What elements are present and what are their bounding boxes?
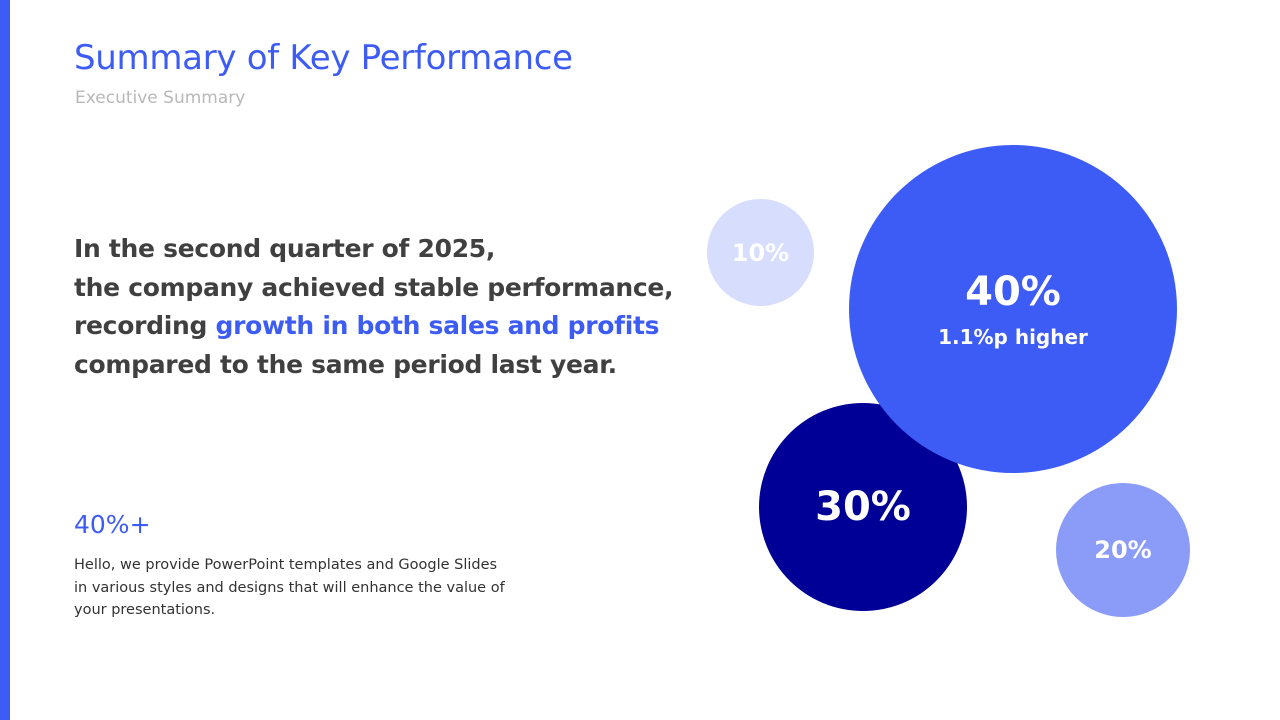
headline-line-2: the company achieved stable performance,	[74, 272, 674, 302]
bubble-40: 40% 1.1%p higher	[849, 145, 1177, 473]
stat-value: 40%+	[74, 510, 151, 539]
headline-highlight: growth in both sales and profits	[215, 311, 660, 340]
headline-text: In the second quarter of 2025, the compa…	[74, 230, 674, 384]
accent-bar	[0, 0, 10, 720]
slide-subtitle: Executive Summary	[75, 88, 246, 108]
bubble-label: 10%	[731, 238, 790, 267]
bubble-label: 20%	[1094, 536, 1152, 564]
description-text: Hello, we provide PowerPoint templates a…	[74, 557, 505, 618]
bubble-label: 30%	[815, 484, 911, 530]
headline-prefix: recording	[74, 311, 216, 340]
headline-line-3: recording growth in both sales and profi…	[74, 307, 673, 346]
bubble-sublabel: 1.1%p higher	[938, 325, 1088, 349]
bubble-20: 20%	[1056, 483, 1190, 617]
bubble-label: 40%	[965, 269, 1061, 315]
bubble-10: 10%	[707, 199, 814, 306]
headline-line-4: compared to the same period last year.	[74, 349, 617, 379]
headline-line-1: In the second quarter of 2025,	[74, 234, 496, 263]
slide-title: Summary of Key Performance	[74, 38, 573, 78]
